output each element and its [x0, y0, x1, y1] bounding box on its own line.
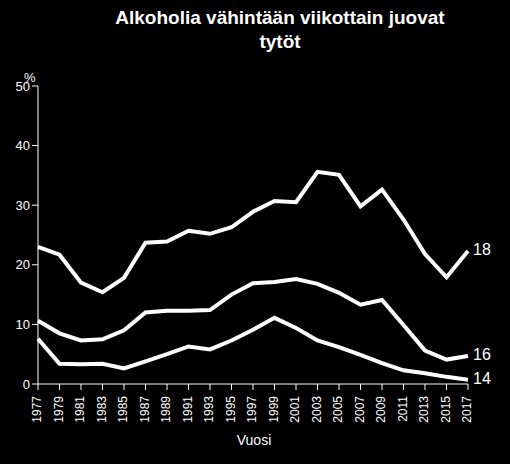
svg-text:2009: 2009 [374, 396, 388, 423]
svg-text:40: 40 [16, 138, 30, 153]
svg-text:18: 18 [473, 241, 491, 258]
svg-text:2013: 2013 [417, 396, 431, 423]
svg-text:10: 10 [16, 317, 30, 332]
svg-text:30: 30 [16, 198, 30, 213]
svg-text:2003: 2003 [310, 396, 324, 423]
html-text:Vuosi: Vuosi [236, 432, 272, 448]
svg-text:1999: 1999 [267, 396, 281, 423]
svg-text:2017: 2017 [460, 396, 474, 423]
svg-text:2001: 2001 [288, 396, 302, 423]
svg-text:2011: 2011 [396, 396, 410, 422]
svg-text:16: 16 [473, 346, 491, 363]
svg-text:1995: 1995 [224, 396, 238, 423]
svg-text:2015: 2015 [439, 396, 453, 423]
svg-text:1979: 1979 [52, 396, 66, 423]
svg-text:1985: 1985 [116, 396, 130, 423]
svg-text:2005: 2005 [331, 396, 345, 423]
svg-text:50: 50 [16, 79, 30, 94]
svg-text:1997: 1997 [245, 396, 259, 423]
svg-text:2007: 2007 [353, 396, 367, 423]
svg-text:14: 14 [473, 370, 491, 387]
svg-text:1993: 1993 [202, 396, 216, 423]
svg-text:1989: 1989 [159, 396, 173, 423]
html-text:Alkoholia vähintään viikottain: Alkoholia vähintään viikottain juovat ty… [115, 7, 445, 52]
svg-text:1983: 1983 [95, 396, 109, 423]
svg-text:0: 0 [23, 377, 30, 392]
svg-text:1991: 1991 [181, 396, 195, 423]
svg-text:1987: 1987 [138, 396, 152, 423]
svg-text:1981: 1981 [73, 396, 87, 423]
svg-text:20: 20 [16, 257, 30, 272]
svg-text:1977: 1977 [30, 396, 44, 423]
